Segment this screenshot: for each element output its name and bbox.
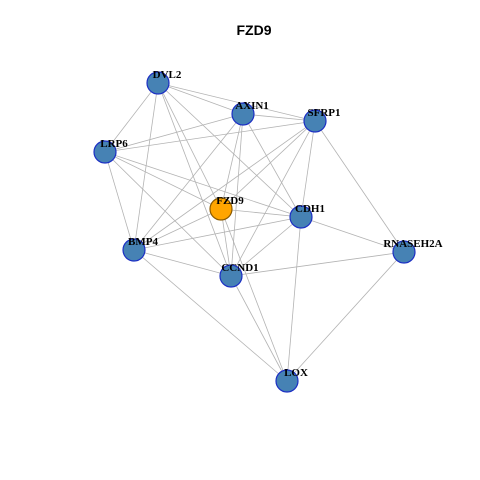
node-lrp6[interactable] [93,140,117,164]
edge-fzd9-bmp4 [133,208,222,251]
edge-axin1-lrp6 [104,113,244,153]
node-label-fzd9: FZD9 [216,195,244,207]
edge-dvl2-lrp6 [104,82,159,153]
edge-axin1-cdh1 [242,113,302,218]
graph-title: FZD9 [237,22,272,38]
nodes-layer [93,71,416,393]
node-rnaseh2a[interactable] [392,240,416,264]
edge-cdh1-rnaseh2a [300,216,405,253]
node-label-cdh1: CDH1 [295,203,325,215]
node-label-ccnd1: CCND1 [221,262,258,274]
edge-sfrp1-fzd9 [220,120,316,210]
edge-bmp4-lox [133,249,288,382]
edge-rnaseh2a-lox [286,251,405,382]
edge-axin1-sfrp1 [242,113,316,122]
edge-lrp6-bmp4 [104,151,135,251]
edges-layer [104,82,405,382]
edge-dvl2-fzd9 [157,82,222,210]
edge-sfrp1-lrp6 [104,120,316,153]
edge-ccnd1-rnaseh2a [230,251,405,277]
edge-dvl2-sfrp1 [157,82,316,122]
node-label-rnaseh2a: RNASEH2A [383,238,442,250]
node-label-dvl2: DVL2 [153,69,182,81]
node-fzd9[interactable] [209,197,233,221]
node-bmp4[interactable] [122,238,146,262]
node-label-lox: LOX [284,367,308,379]
node-label-axin1: AXIN1 [235,100,269,112]
edge-cdh1-bmp4 [133,216,302,251]
node-lox[interactable] [275,369,299,393]
edge-sfrp1-cdh1 [300,120,316,218]
edge-lrp6-cdh1 [104,151,302,218]
edge-ccnd1-lox [230,275,288,382]
edge-bmp4-ccnd1 [133,249,232,277]
edge-lrp6-ccnd1 [104,151,232,277]
node-label-lrp6: LRP6 [100,138,128,150]
edge-dvl2-ccnd1 [157,82,232,277]
edge-sfrp1-bmp4 [133,120,316,251]
node-label-sfrp1: SFRP1 [308,107,341,119]
edge-dvl2-cdh1 [157,82,302,218]
node-cdh1[interactable] [289,205,313,229]
edge-fzd9-lox [220,208,288,382]
edge-dvl2-axin1 [157,82,244,115]
edge-cdh1-ccnd1 [230,216,302,277]
edge-sfrp1-ccnd1 [230,120,316,277]
node-dvl2[interactable] [146,71,170,95]
node-ccnd1[interactable] [219,264,243,288]
edge-lrp6-fzd9 [104,151,222,210]
edge-sfrp1-rnaseh2a [314,120,405,253]
edge-dvl2-bmp4 [133,82,159,251]
edge-axin1-bmp4 [133,113,244,251]
labels-layer: DVL2 AXIN1 SFRP1 LRP6 FZD9 CDH1 BMP4 CCND1 RNASE… [100,69,442,379]
node-axin1[interactable] [231,102,255,126]
node-label-bmp4: BMP4 [128,236,158,248]
edge-axin1-fzd9 [220,113,244,210]
node-sfrp1[interactable] [303,109,327,133]
edge-fzd9-cdh1 [220,208,302,218]
edge-axin1-ccnd1 [230,113,244,277]
edge-cdh1-lox [286,216,302,382]
